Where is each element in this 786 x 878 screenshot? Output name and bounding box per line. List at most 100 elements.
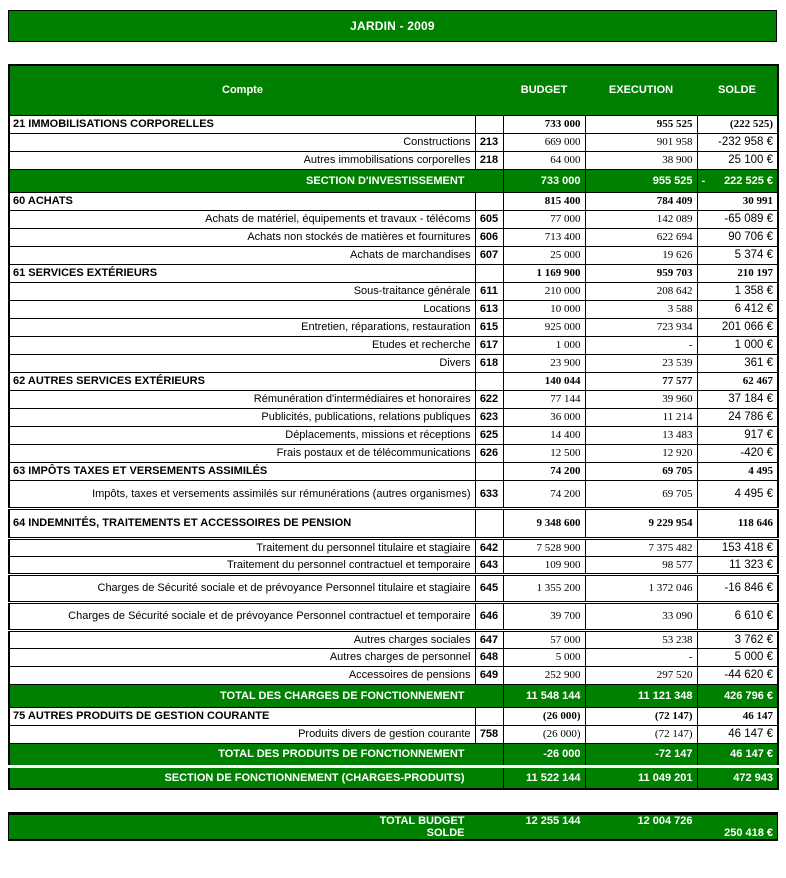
budget-cell: 7 528 900 xyxy=(502,536,586,557)
budget-cell: 74 200 xyxy=(502,461,586,481)
row-label: Traitement du personnel contractuel et t… xyxy=(8,555,476,575)
row-label: Publicités, publications, relations publ… xyxy=(8,407,476,427)
solde-cell: 426 796 € xyxy=(696,683,779,708)
row-label: Accessoires de pensions xyxy=(8,665,476,685)
solde-cell: -65 089 € xyxy=(696,209,779,229)
budget-cell: 815 400 xyxy=(502,191,586,211)
row-label: Autres charges sociales xyxy=(8,628,476,649)
table-row: 63 IMPÔTS TAXES ET VERSEMENTS ASSIMILÉS 7… xyxy=(8,461,779,481)
budget-cell: 74 200 xyxy=(502,479,586,509)
table-row: TOTAL DES PRODUITS DE FONCTIONNEMENT -26 … xyxy=(8,742,779,767)
table-row: Achats de marchandises 607 25 000 19 626 5 3… xyxy=(8,245,779,265)
table-row: Traitement du personnel titulaire et sta… xyxy=(8,536,779,557)
budget-cell: 1 169 900 xyxy=(502,263,586,283)
report-title: JARDIN - 2009 xyxy=(350,19,435,33)
execution-cell: 19 626 xyxy=(584,245,698,265)
table-header: Compte BUDGET EXECUTION SOLDE xyxy=(9,65,778,116)
report-title-banner: JARDIN - 2009 xyxy=(8,10,777,42)
footer-total-execution-value: 12 004 726 xyxy=(637,815,693,827)
table-row: Sous-traitance générale 611 210 000 208 642… xyxy=(8,281,779,301)
column-header-compte: Compte xyxy=(9,65,475,116)
solde-cell: 90 706 € xyxy=(696,227,779,247)
solde-cell: 1 358 € xyxy=(696,281,779,301)
footer-empty-cell xyxy=(585,827,697,840)
execution-cell: 297 520 xyxy=(584,665,698,685)
solde-cell: 153 418 € xyxy=(696,536,779,557)
execution-cell: 23 539 xyxy=(584,353,698,373)
solde-cell: 46 147 xyxy=(696,706,779,726)
row-label: 21 IMMOBILISATIONS CORPORELLES xyxy=(8,114,476,134)
row-label: Autres immobilisations corporelles xyxy=(8,150,476,170)
table-row: 60 ACHATS 815 400 784 409 30 991 xyxy=(8,191,779,211)
solde-cell: -420 € xyxy=(696,443,779,463)
table-row: Frais postaux et de télécommunications 62… xyxy=(8,443,779,463)
table-row: Accessoires de pensions 649 252 900 297 520… xyxy=(8,665,779,685)
budget-cell: 733 000 xyxy=(502,168,586,193)
account-code: 646 xyxy=(474,600,504,631)
solde-cell: - 222 525 € xyxy=(696,168,779,193)
footer-total-budget-row: TOTAL BUDGET 12 255 144 12 004 726 xyxy=(9,814,778,827)
account-code: 213 xyxy=(474,132,504,152)
solde-cell: 4 495 xyxy=(696,461,779,481)
table-row: Autres immobilisations corporelles 218 64 … xyxy=(8,150,779,170)
row-label: Frais postaux et de télécommunications xyxy=(8,443,476,463)
table-row: Constructions 213 669 000 901 958 -232 958 € xyxy=(8,132,779,152)
execution-cell: 33 090 xyxy=(584,600,698,631)
budget-cell: 1 000 xyxy=(502,335,586,355)
footer-total-budget-label: TOTAL BUDGET xyxy=(379,815,465,827)
account-code xyxy=(474,371,504,391)
solde-cell: 25 100 € xyxy=(696,150,779,170)
solde-cell: 5 374 € xyxy=(696,245,779,265)
budget-cell: 25 000 xyxy=(502,245,586,265)
table-row: SECTION D'INVESTISSEMENT 733 000 955 525- 2… xyxy=(8,168,779,193)
row-label: TOTAL DES PRODUITS DE FONCTIONNEMENT xyxy=(8,742,504,767)
row-label: 75 AUTRES PRODUITS DE GESTION COURANTE xyxy=(8,706,476,726)
row-label: Autres charges de personnel xyxy=(8,647,476,667)
row-label: Achats de marchandises xyxy=(8,245,476,265)
table-row: Autres charges de personnel 648 5 000-5 00… xyxy=(8,647,779,667)
table-row: 21 IMMOBILISATIONS CORPORELLES 733 000 955… xyxy=(8,114,779,134)
footer-solde-row: SOLDE 250 418 € xyxy=(9,827,778,840)
table-row: 75 AUTRES PRODUITS DE GESTION COURANTE (2… xyxy=(8,706,779,726)
execution-cell: 955 525 xyxy=(584,114,698,134)
solde-value: 46 147 € xyxy=(730,748,773,760)
row-label: 61 SERVICES EXTÉRIEURS xyxy=(8,263,476,283)
table-row: TOTAL DES CHARGES DE FONCTIONNEMENT 11 54… xyxy=(8,683,779,708)
budget-cell: 109 900 xyxy=(502,555,586,575)
row-label: Sous-traitance générale xyxy=(8,281,476,301)
table-row: Charges de Sécurité sociale et de prévoy… xyxy=(8,572,779,603)
execution-cell: 11 049 201 xyxy=(584,764,698,790)
budget-table: Compte BUDGET EXECUTION SOLDE 21 IMMOBIL… xyxy=(8,64,779,790)
row-label: Etudes et recherche xyxy=(8,335,476,355)
table-row: Divers 618 23 900 23 539 361 € xyxy=(8,353,779,373)
solde-negative-sign: - xyxy=(701,174,706,187)
budget-cell: 669 000 xyxy=(502,132,586,152)
execution-cell: 208 642 xyxy=(584,281,698,301)
execution-cell: 11 214 xyxy=(584,407,698,427)
table-row: Entretien, réparations, restauration 615 9… xyxy=(8,317,779,337)
table-row: Publicités, publications, relations publ… xyxy=(8,407,779,427)
solde-cell: 46 147 € xyxy=(696,742,779,767)
solde-cell: 1 000 € xyxy=(696,335,779,355)
execution-cell: (72 147) xyxy=(584,706,698,726)
account-code: 218 xyxy=(474,150,504,170)
execution-cell: (72 147) xyxy=(584,724,698,744)
budget-cell: 39 700 xyxy=(502,600,586,631)
solde-cell: 917 € xyxy=(696,425,779,445)
table-row: 62 AUTRES SERVICES EXTÉRIEURS 140 044 77 5… xyxy=(8,371,779,391)
solde-cell: 361 € xyxy=(696,353,779,373)
table-row: Autres charges sociales 647 57 000 53 238 3 … xyxy=(8,628,779,649)
execution-cell: 622 694 xyxy=(584,227,698,247)
budget-cell: 925 000 xyxy=(502,317,586,337)
account-code: 649 xyxy=(474,665,504,685)
column-header-execution: EXECUTION xyxy=(585,65,697,116)
budget-cell: 713 400 xyxy=(502,227,586,247)
row-label: Constructions xyxy=(8,132,476,152)
row-label: Locations xyxy=(8,299,476,319)
execution-cell: 69 705 xyxy=(584,479,698,509)
account-code xyxy=(474,706,504,726)
table-row: Rémunération d'intermédiaires et honorai… xyxy=(8,389,779,409)
table-row: Achats non stockés de matières et fourni… xyxy=(8,227,779,247)
budget-cell: 733 000 xyxy=(502,114,586,134)
solde-cell: 62 467 xyxy=(696,371,779,391)
